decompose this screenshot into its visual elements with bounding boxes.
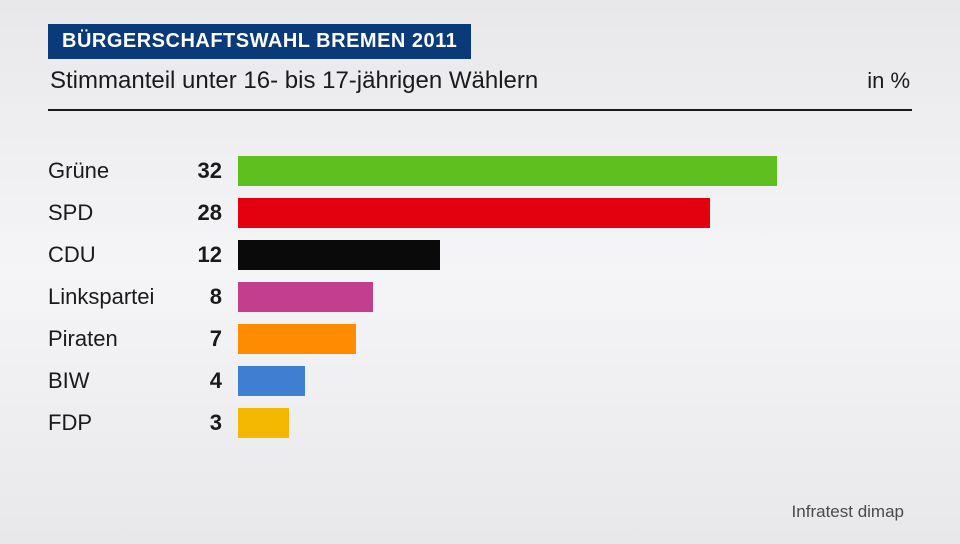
bar-fill	[238, 156, 777, 186]
bar-track	[238, 282, 912, 312]
bar-track	[238, 366, 912, 396]
chart-row: SPD 28	[48, 193, 912, 233]
header-block: BÜRGERSCHAFTSWAHL BREMEN 2011 Stimmantei…	[48, 24, 912, 111]
bar-track	[238, 198, 912, 228]
bar-fill	[238, 240, 440, 270]
chart-container: BÜRGERSCHAFTSWAHL BREMEN 2011 Stimmantei…	[0, 0, 960, 465]
bar-chart: Grüne 32 SPD 28 CDU 12 Linkspartei 8	[48, 143, 912, 443]
party-label: FDP	[48, 410, 188, 436]
value-label: 7	[188, 326, 238, 352]
party-label: Grüne	[48, 158, 188, 184]
subtitle: Stimmanteil unter 16- bis 17-jährigen Wä…	[50, 67, 538, 95]
main-title: BÜRGERSCHAFTSWAHL BREMEN 2011	[48, 24, 471, 59]
chart-row: FDP 3	[48, 403, 912, 443]
party-label: BIW	[48, 368, 188, 394]
value-label: 12	[188, 242, 238, 268]
party-label: Linkspartei	[48, 284, 188, 310]
bar-fill	[238, 324, 356, 354]
source-label: Infratest dimap	[792, 502, 904, 522]
bar-fill	[238, 198, 710, 228]
bar-track	[238, 324, 912, 354]
party-label: CDU	[48, 242, 188, 268]
bar-fill	[238, 366, 305, 396]
bar-track	[238, 156, 912, 186]
party-label: SPD	[48, 200, 188, 226]
chart-row: Grüne 32	[48, 151, 912, 191]
value-label: 32	[188, 158, 238, 184]
chart-row: Linkspartei 8	[48, 277, 912, 317]
value-label: 28	[188, 200, 238, 226]
bar-track	[238, 408, 912, 438]
value-label: 4	[188, 368, 238, 394]
bar-fill	[238, 408, 289, 438]
value-label: 3	[188, 410, 238, 436]
chart-row: Piraten 7	[48, 319, 912, 359]
unit-label: in %	[867, 68, 910, 94]
bar-track	[238, 240, 912, 270]
chart-row: CDU 12	[48, 235, 912, 275]
value-label: 8	[188, 284, 238, 310]
subtitle-row: Stimmanteil unter 16- bis 17-jährigen Wä…	[48, 59, 912, 111]
chart-row: BIW 4	[48, 361, 912, 401]
party-label: Piraten	[48, 326, 188, 352]
bar-fill	[238, 282, 373, 312]
